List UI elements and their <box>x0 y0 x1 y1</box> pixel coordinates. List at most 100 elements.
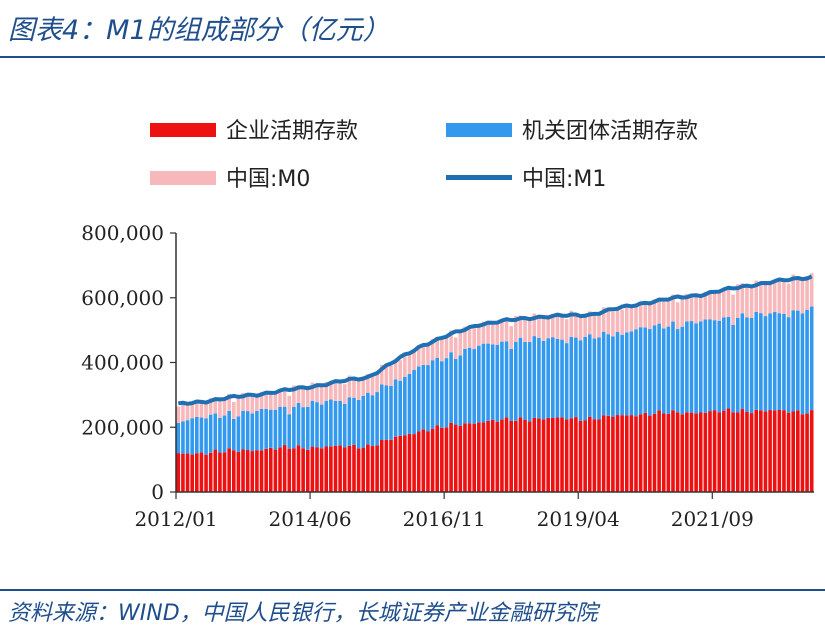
bar-institution <box>259 408 264 451</box>
bar-institution <box>236 416 241 452</box>
bar-enterprise <box>287 448 292 492</box>
bar-m0 <box>416 346 421 367</box>
bar-m0 <box>624 304 629 333</box>
m1-line-layer <box>178 274 813 406</box>
bar-m0 <box>569 310 574 338</box>
bar-m0 <box>342 384 347 404</box>
bar-enterprise <box>800 414 805 492</box>
bar-enterprise <box>782 410 786 492</box>
bar-enterprise <box>763 411 768 492</box>
bar-m0 <box>403 353 407 377</box>
bar-m0 <box>698 293 703 322</box>
bar-institution <box>675 329 680 413</box>
bar-m0 <box>407 352 412 374</box>
bar-institution <box>717 320 722 413</box>
bar-institution <box>652 325 657 414</box>
bar-m0 <box>426 343 430 366</box>
bar-m0 <box>440 339 444 362</box>
bar-institution <box>500 341 504 420</box>
bar-institution <box>176 422 181 454</box>
bar-enterprise <box>643 412 648 492</box>
bar-institution <box>726 316 731 409</box>
bar-institution <box>546 338 550 418</box>
bar-m0 <box>268 392 273 410</box>
bar-institution <box>574 337 578 418</box>
bar-enterprise <box>574 417 578 492</box>
bar-m0 <box>250 396 255 414</box>
bar-institution <box>740 313 745 410</box>
chart-legend: 企业活期存款 机关团体活期存款 中国:M0 中国:M1 <box>150 119 698 192</box>
bar-enterprise <box>305 449 310 492</box>
bar-enterprise <box>199 452 204 492</box>
bar-enterprise <box>606 415 611 492</box>
bar-m0 <box>564 319 569 344</box>
bar-institution <box>638 327 643 415</box>
bar-m0 <box>495 321 500 345</box>
figure-title: 图表4：M1的组成部分（亿元） <box>8 15 390 46</box>
bar-m0 <box>652 299 657 326</box>
bar-enterprise <box>537 418 541 492</box>
bar-institution <box>333 400 338 446</box>
bar-enterprise <box>389 439 393 492</box>
bar-m0 <box>430 339 435 361</box>
bar-enterprise <box>620 415 624 492</box>
bar-m0 <box>560 316 564 340</box>
bar-m0 <box>352 378 356 398</box>
bar-institution <box>403 376 407 436</box>
bar-enterprise <box>587 416 592 492</box>
bar-institution <box>490 344 495 420</box>
bar-enterprise <box>181 453 185 492</box>
bar-institution <box>227 410 231 449</box>
bar-institution <box>393 379 398 437</box>
bar-enterprise <box>749 413 754 492</box>
bar-institution <box>583 337 587 421</box>
bar-institution <box>231 418 236 451</box>
bar-institution <box>560 339 564 418</box>
bar-institution <box>412 369 416 435</box>
bar-institution <box>768 313 772 411</box>
bar-enterprise <box>310 446 315 492</box>
bar-enterprise <box>384 439 389 492</box>
bar-institution <box>611 336 615 417</box>
bar-m0 <box>231 402 236 419</box>
bar-enterprise <box>532 417 537 492</box>
bar-institution <box>666 326 671 414</box>
bar-institution <box>338 400 342 446</box>
bar-institution <box>541 340 546 420</box>
bar-enterprise <box>379 440 384 492</box>
bar-enterprise <box>546 417 550 492</box>
bar-enterprise <box>421 429 426 492</box>
bar-institution <box>477 345 481 423</box>
bar-m0 <box>717 291 722 321</box>
bar-institution <box>467 347 472 424</box>
bar-m0 <box>694 296 698 324</box>
bar-enterprise <box>278 447 282 492</box>
bar-m0 <box>453 337 458 359</box>
bar-institution <box>523 341 527 420</box>
bar-enterprise <box>347 445 352 492</box>
y-tick-label: 600,000 <box>81 286 164 310</box>
bar-m0 <box>500 319 504 342</box>
bar-m0 <box>384 365 389 386</box>
bar-institution <box>472 349 476 424</box>
bar-m0 <box>375 372 379 393</box>
bar-institution <box>273 409 278 450</box>
legend-label-m0: 中国:M0 <box>226 167 310 192</box>
bar-institution <box>305 406 310 450</box>
bar-m0 <box>185 403 190 421</box>
bar-m0 <box>791 274 795 311</box>
bar-enterprise <box>671 410 675 492</box>
bar-m0 <box>449 330 453 353</box>
bar-enterprise <box>583 420 587 492</box>
bar-institution <box>347 397 352 446</box>
legend-label-enterprise: 企业活期存款 <box>226 119 358 144</box>
bar-m0 <box>620 309 624 335</box>
bar-enterprise <box>698 412 703 492</box>
legend-swatch-m0 <box>150 171 216 185</box>
bar-enterprise <box>527 421 532 492</box>
x-tick-label: 2021/09 <box>671 507 754 531</box>
bar-enterprise <box>282 445 287 492</box>
bar-enterprise <box>245 450 250 492</box>
bar-m0 <box>629 305 634 332</box>
bar-m0 <box>435 336 440 358</box>
